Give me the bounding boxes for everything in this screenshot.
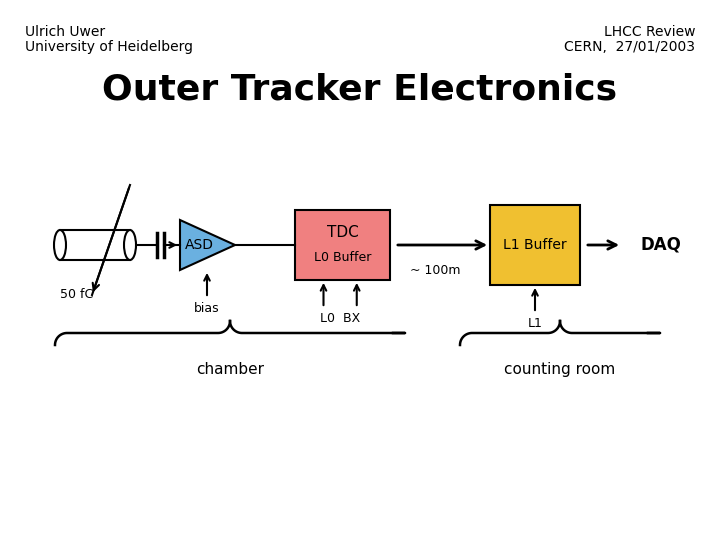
Text: bias: bias (194, 302, 220, 315)
Text: Ulrich Uwer: Ulrich Uwer (25, 25, 105, 39)
Text: L0 Buffer: L0 Buffer (314, 251, 372, 264)
Text: DAQ: DAQ (640, 236, 681, 254)
Text: CERN,  27/01/2003: CERN, 27/01/2003 (564, 40, 695, 54)
FancyBboxPatch shape (60, 230, 130, 260)
Ellipse shape (124, 230, 136, 260)
Text: TDC: TDC (327, 225, 359, 240)
FancyBboxPatch shape (490, 205, 580, 285)
Text: ~ 100m: ~ 100m (410, 264, 460, 277)
Text: LHCC Review: LHCC Review (603, 25, 695, 39)
Text: L1 Buffer: L1 Buffer (503, 238, 567, 252)
Text: L1: L1 (528, 317, 542, 330)
Text: ASD: ASD (185, 238, 214, 252)
Text: Outer Tracker Electronics: Outer Tracker Electronics (102, 72, 618, 106)
Ellipse shape (54, 230, 66, 260)
Text: 50 fC: 50 fC (60, 288, 94, 301)
FancyBboxPatch shape (295, 210, 390, 280)
Text: chamber: chamber (196, 362, 264, 377)
Text: University of Heidelberg: University of Heidelberg (25, 40, 193, 54)
Text: counting room: counting room (505, 362, 616, 377)
Text: L0  BX: L0 BX (320, 312, 360, 325)
Polygon shape (180, 220, 235, 270)
